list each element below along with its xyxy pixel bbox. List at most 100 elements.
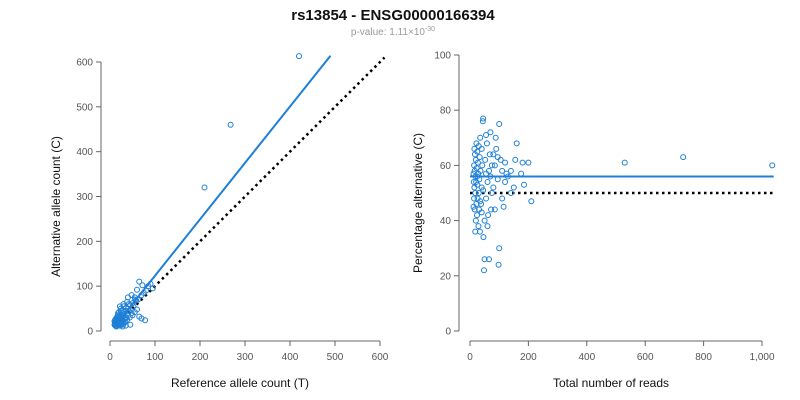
- y-axis-label: Alternative allele count (C): [49, 136, 63, 277]
- data-point: [296, 53, 302, 60]
- data-point: [475, 223, 482, 230]
- data-point: [483, 140, 490, 147]
- data-point: [471, 151, 478, 158]
- data-point: [472, 190, 479, 196]
- left-panel: 0 100 200 300 400 500 600 0 100 200 300 400 500 600 Re…: [49, 53, 389, 390]
- data-point: [139, 282, 146, 289]
- chart-subtitle: p-value: 1.11×10-30: [351, 26, 435, 38]
- data-point: [485, 212, 492, 219]
- data-point: [507, 167, 514, 174]
- x-tick-label: 1,000: [749, 352, 774, 363]
- reference-line: [127, 56, 386, 314]
- data-point: [479, 162, 486, 169]
- data-point: [513, 140, 520, 147]
- data-point: [491, 206, 498, 213]
- data-point: [528, 198, 535, 205]
- data-point: [142, 317, 149, 324]
- data-point: [521, 181, 528, 188]
- data-point: [472, 217, 479, 224]
- subtitle-prefix: p-value: 1.11×10: [351, 27, 425, 38]
- x-tick-label: 600: [372, 352, 389, 363]
- data-point: [491, 162, 498, 169]
- data-point: [473, 178, 480, 185]
- data-point: [769, 162, 776, 169]
- data-point: [495, 261, 502, 268]
- y-axis-label: Percentage alternative (C): [411, 133, 425, 273]
- data-point: [477, 198, 484, 205]
- y-tick-label: 100: [76, 282, 93, 293]
- fit-line: [113, 55, 332, 328]
- x-tick-label: 400: [578, 352, 595, 363]
- data-point: [483, 132, 490, 139]
- data-point: [227, 121, 234, 128]
- chart-title: rs13854 - ENSG00000166394: [291, 7, 495, 24]
- data-point: [512, 156, 519, 163]
- x-tick-label: 100: [147, 352, 164, 363]
- data-point: [477, 134, 484, 141]
- data-point: [507, 190, 514, 196]
- y-tick-label: 400: [76, 147, 93, 158]
- data-point: [473, 140, 480, 147]
- data-point: [121, 316, 128, 323]
- x-tick-label: 500: [327, 352, 344, 363]
- data-point: [485, 256, 492, 263]
- data-point: [484, 223, 491, 230]
- y-tick-label: 20: [440, 271, 452, 282]
- data-point: [480, 187, 487, 194]
- y-tick-label: 300: [76, 192, 93, 203]
- data-point: [481, 217, 488, 224]
- data-point: [494, 154, 501, 161]
- data-point: [483, 195, 490, 202]
- data-point: [471, 195, 478, 202]
- data-point: [471, 206, 478, 213]
- x-tick-label: 400: [282, 352, 299, 363]
- x-tick-label: 300: [237, 352, 254, 363]
- x-axis-label: Total number of reads: [553, 376, 669, 390]
- data-point: [481, 256, 488, 263]
- data-point: [474, 212, 481, 219]
- data-point: [518, 170, 525, 177]
- data-point: [493, 145, 500, 152]
- data-point: [471, 145, 478, 152]
- right-panel: 0 200 400 600 800 1,000 0 20 40 60 80 100 Total numb…: [411, 51, 776, 390]
- data-point: [519, 159, 526, 166]
- data-point: [119, 308, 126, 315]
- data-point: [680, 154, 687, 161]
- subtitle-exponent: -30: [425, 26, 435, 33]
- data-point: [478, 209, 485, 216]
- data-point: [499, 167, 506, 174]
- data-point: [114, 313, 121, 320]
- data-point: [116, 303, 123, 310]
- x-axis-label: Reference allele count (T): [171, 376, 309, 390]
- data-point: [470, 203, 477, 210]
- data-point: [494, 176, 501, 183]
- y-tick-label: 500: [76, 102, 93, 113]
- data-point: [486, 151, 493, 158]
- data-point: [136, 313, 143, 320]
- data-point: [525, 159, 532, 166]
- data-point: [502, 178, 509, 185]
- data-point: [499, 195, 506, 202]
- x-tick-label: 0: [107, 352, 113, 363]
- data-point: [479, 118, 486, 125]
- data-point: [201, 184, 208, 191]
- y-tick-label: 600: [76, 58, 93, 69]
- data-point: [128, 292, 135, 299]
- data-point: [490, 184, 497, 191]
- data-point: [496, 121, 503, 127]
- x-tick-label: 600: [637, 352, 654, 363]
- data-point: [471, 167, 478, 174]
- data-point: [472, 228, 479, 235]
- data-point: [134, 286, 140, 293]
- data-point: [470, 178, 477, 185]
- y-tick-label: 200: [76, 237, 93, 248]
- x-tick-label: 0: [467, 352, 473, 363]
- y-tick-label: 60: [440, 161, 452, 172]
- data-point: [480, 234, 487, 241]
- data-point: [490, 151, 497, 158]
- data-point: [621, 159, 628, 166]
- data-point: [481, 267, 488, 274]
- data-point: [496, 245, 503, 252]
